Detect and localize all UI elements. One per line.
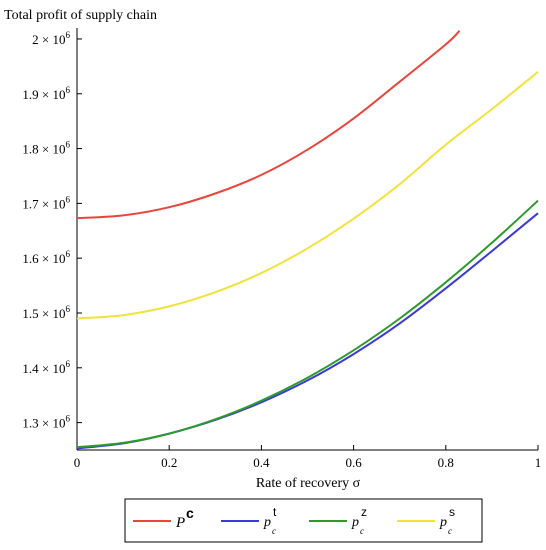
axes	[76, 28, 538, 451]
legend-label-3: pcs	[439, 505, 455, 536]
x-tick-label: 0.4	[253, 455, 270, 470]
x-tick-label: 0	[74, 455, 81, 470]
series-line-3	[76, 71, 539, 320]
legend-label-2: pcz	[351, 505, 367, 536]
y-tick-label: 1.4 × 106	[22, 359, 70, 376]
svg-text:p: p	[439, 515, 447, 530]
y-tick-label: 1.8 × 106	[22, 140, 70, 157]
svg-text:c: c	[272, 526, 276, 536]
legend-label-0: Pc	[175, 505, 194, 531]
x-axis-label: Rate of recovery σ	[256, 476, 361, 491]
x-tick-label: 0.2	[161, 455, 177, 470]
svg-text:p: p	[351, 515, 359, 530]
y-tick-label: 1.6 × 106	[22, 249, 70, 266]
legend-label-1: pct	[263, 505, 277, 536]
y-tick-label: 1.7 × 106	[22, 194, 70, 211]
x-tick-label: 0.6	[345, 455, 362, 470]
svg-text:p: p	[263, 515, 271, 530]
svg-text:P: P	[175, 515, 185, 531]
y-tick-label: 1.3 × 106	[22, 414, 70, 431]
svg-text:z: z	[361, 505, 367, 519]
y-tick-label: 1.9 × 106	[22, 85, 70, 102]
svg-text:c: c	[186, 505, 194, 521]
svg-text:t: t	[273, 505, 277, 519]
series-lines	[76, 29, 539, 450]
series-line-2	[76, 199, 539, 449]
svg-text:s: s	[449, 505, 455, 519]
x-tick-label: 0.8	[438, 455, 454, 470]
y-ticks: 1.3 × 106 1.4 × 106 1.5 × 106 1.6 × 106 1.7 …	[22, 30, 82, 431]
series-line-0	[76, 29, 461, 220]
x-tick-label: 1	[535, 455, 542, 470]
y-tick-label: 2 × 106	[32, 30, 70, 47]
y-axis-label: Total profit of supply chain	[4, 8, 157, 23]
svg-text:c: c	[360, 526, 364, 536]
x-ticks: 0 0.2 0.4 0.6 0.8 1	[74, 445, 542, 470]
svg-text:c: c	[448, 526, 452, 536]
y-tick-label: 1.5 × 106	[22, 304, 70, 321]
